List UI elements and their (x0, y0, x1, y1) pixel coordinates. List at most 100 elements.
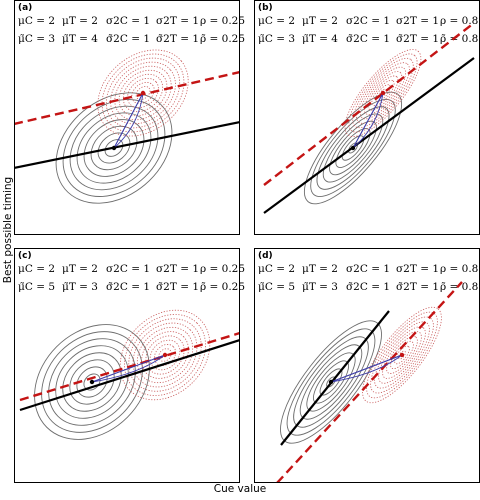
control-contour (48, 338, 136, 426)
control-contour (34, 324, 150, 440)
control-contour (69, 105, 159, 191)
mean-connector (330, 354, 403, 383)
treatment-contour (149, 339, 181, 371)
panel-a: (a) μC = 2 μ̃C = 3 μT = 2 μ̃T = 4 σ2C = 1 σ̃2C… (14, 0, 245, 235)
control-contour (55, 345, 129, 419)
param-treatment-mu-T: μ̃T = 3 (302, 281, 338, 293)
panel-frame (14, 0, 240, 235)
mean-connector (352, 92, 384, 149)
control-regression-line (263, 57, 475, 214)
treatment-contour (394, 345, 410, 365)
treatment-contour (362, 306, 442, 404)
param-control-sigma2-T: σ2T = 1 (156, 263, 199, 275)
treatment-mean-point (140, 90, 146, 96)
control-contour (322, 113, 384, 183)
treatment-contour (132, 322, 198, 388)
panel-b: (b) μC = 2 μ̃C = 3 μT = 2 μ̃T = 4 σ2C = 1 σ̃2C… (254, 0, 480, 235)
treatment-contour (122, 73, 164, 113)
control-contour (316, 106, 390, 190)
control-mean-point (89, 379, 95, 385)
treatment-contour (374, 321, 430, 389)
mean-connector-curve (352, 92, 384, 149)
control-contour (97, 132, 131, 164)
treatment-contour (378, 326, 426, 384)
param-treatment-mu-C: μ̃C = 5 (18, 281, 55, 293)
param-control-sigma2-C: σ2C = 1 (106, 15, 150, 27)
control-regression-line (15, 121, 239, 169)
param-treatment-sigma2-T: σ̃2T = 1 (396, 33, 439, 45)
panel-label: (a) (18, 3, 32, 13)
control-contour (55, 92, 173, 204)
control-mean-point (350, 145, 356, 151)
param-control-mu-C: μC = 2 (18, 15, 55, 27)
treatment-regression-line (19, 332, 239, 402)
treatment-contour (367, 75, 399, 111)
plot-area (19, 309, 239, 440)
control-contour (329, 120, 377, 176)
panel-d: (d) μC = 2 μ̃C = 5 μT = 2 μ̃T = 3 σ2C = 1 σ̃2C… (254, 248, 480, 483)
param-treatment-rho: ρ̃ = 0.25 (200, 33, 245, 45)
panel-label: (c) (18, 251, 32, 261)
param-control-mu-T: μT = 2 (302, 263, 338, 275)
treatment-regression-line (15, 70, 239, 126)
param-control-rho: ρ = 0.25 (200, 263, 245, 275)
panel-label: (b) (258, 3, 273, 13)
control-contour (62, 352, 122, 412)
control-contour (90, 125, 138, 171)
param-treatment-sigma2-C: σ̃2C = 1 (346, 33, 390, 45)
param-treatment-sigma2-C: σ̃2C = 1 (346, 281, 390, 293)
treatment-contour (398, 350, 406, 360)
control-contour (69, 359, 115, 405)
treatment-contour (382, 331, 422, 379)
panel-frame (14, 248, 240, 483)
param-control-rho: ρ = 0.85 (440, 263, 480, 275)
treatment-contour (131, 82, 155, 104)
treatment-mean-point (162, 352, 168, 358)
treatment-contour (124, 314, 206, 396)
param-treatment-rho: ρ̃ = 0.25 (200, 281, 245, 293)
control-contour (83, 119, 145, 177)
control-contour (104, 139, 124, 157)
treatment-contour (141, 331, 189, 379)
control-regression-line (280, 310, 390, 446)
treatment-contour (136, 326, 194, 384)
mean-connector (91, 354, 166, 383)
x-axis-label: Cue value (214, 483, 266, 495)
treatment-contour (370, 316, 434, 394)
treatment-contour (390, 340, 414, 370)
plot-area (276, 281, 463, 482)
mean-connector (113, 92, 144, 149)
treatment-contour (101, 53, 185, 133)
param-control-sigma2-C: σ2C = 1 (346, 263, 390, 275)
control-mean-point (328, 379, 334, 385)
param-treatment-mu-C: μ̃C = 5 (258, 281, 295, 293)
param-treatment-sigma2-T: σ̃2T = 1 (156, 33, 199, 45)
control-contour (335, 128, 371, 168)
param-control-rho: ρ = 0.85 (440, 15, 480, 27)
control-contour (303, 91, 403, 205)
mean-connector-curve (113, 92, 144, 149)
treatment-contour (135, 86, 151, 100)
treatment-contour (344, 49, 422, 137)
param-control-rho: ρ = 0.25 (200, 15, 245, 27)
param-control-sigma2-C: σ2C = 1 (346, 15, 390, 27)
param-control-mu-C: μC = 2 (18, 263, 55, 275)
param-control-sigma2-C: σ2C = 1 (106, 263, 150, 275)
treatment-contour (154, 344, 176, 366)
control-mean-point (111, 145, 117, 151)
param-control-mu-T: μT = 2 (302, 15, 338, 27)
param-control-sigma2-T: σ2T = 1 (396, 15, 439, 27)
param-control-sigma2-T: σ2T = 1 (156, 15, 199, 27)
control-contour (76, 366, 108, 398)
panel-label: (d) (258, 251, 273, 261)
treatment-contour (114, 65, 172, 121)
treatment-contour (127, 77, 159, 109)
param-control-sigma2-T: σ2T = 1 (396, 263, 439, 275)
treatment-contour (110, 61, 176, 125)
param-treatment-sigma2-T: σ̃2T = 1 (156, 281, 199, 293)
treatment-contour (97, 49, 189, 137)
treatment-regression-line (276, 281, 463, 482)
mean-connector-curve (91, 354, 166, 383)
param-treatment-rho: ρ̃ = 0.85 (440, 281, 480, 293)
